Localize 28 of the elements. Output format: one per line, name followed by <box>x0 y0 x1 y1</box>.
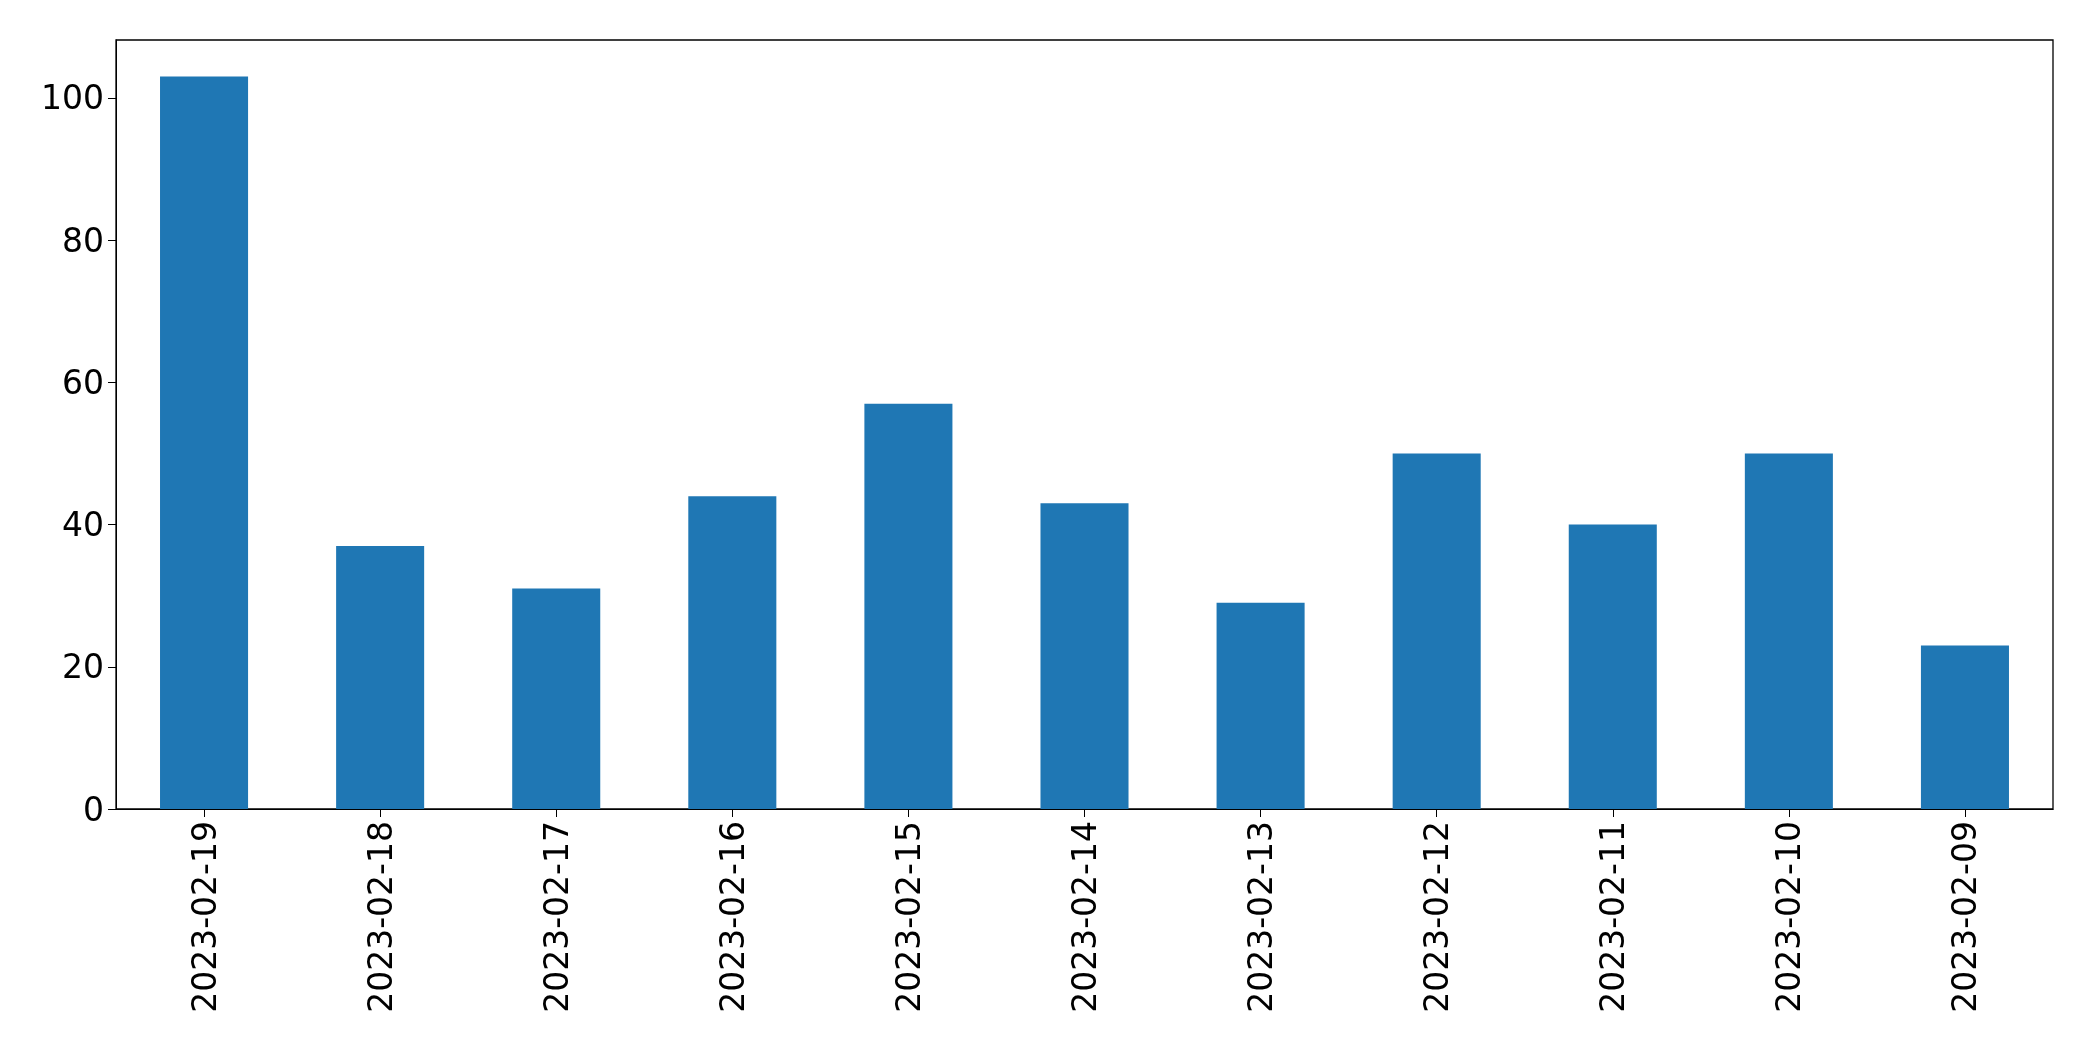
bar <box>1040 503 1129 809</box>
bar <box>864 403 953 809</box>
bar <box>1568 524 1657 809</box>
x-tick-label: 2023-02-09 <box>1945 821 1985 1013</box>
y-tick-label: 20 <box>62 647 104 687</box>
x-tick-label: 2023-02-13 <box>1241 821 1281 1013</box>
bar <box>160 76 249 809</box>
bar <box>1920 645 2009 809</box>
x-tick-label: 2023-02-18 <box>360 821 400 1013</box>
y-tick-label: 80 <box>62 220 104 260</box>
bar <box>1216 602 1305 809</box>
bar <box>688 496 777 809</box>
y-tick-label: 60 <box>62 362 104 402</box>
bar <box>512 588 601 809</box>
y-tick-label: 100 <box>41 78 104 118</box>
x-tick-label: 2023-02-19 <box>184 821 224 1013</box>
x-tick-label: 2023-02-10 <box>1769 821 1809 1013</box>
bar <box>1744 453 1833 809</box>
y-tick-label: 0 <box>83 789 104 829</box>
x-tick-label: 2023-02-15 <box>888 821 928 1013</box>
x-tick-label: 2023-02-17 <box>536 821 576 1013</box>
y-tick-label: 40 <box>62 505 104 545</box>
x-tick-label: 2023-02-16 <box>712 821 752 1013</box>
x-tick-label: 2023-02-12 <box>1417 821 1457 1013</box>
x-tick-label: 2023-02-14 <box>1065 821 1104 1013</box>
x-tick-label: 2023-02-11 <box>1593 821 1633 1013</box>
bar <box>1392 453 1481 809</box>
bar <box>336 545 425 809</box>
